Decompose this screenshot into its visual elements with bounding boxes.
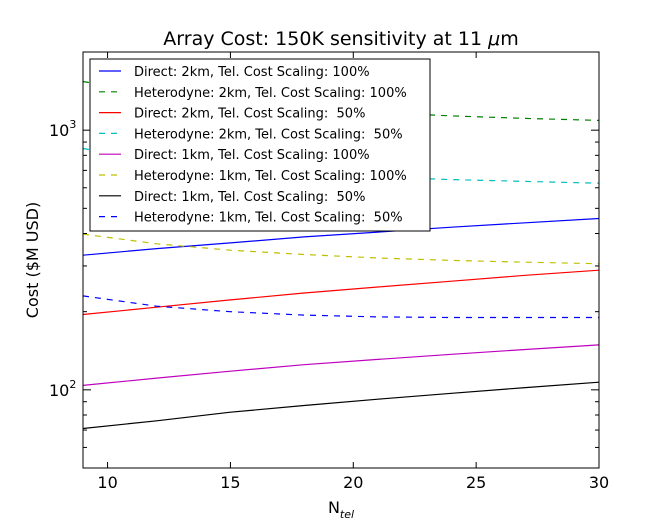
y-axis-label: Cost ($M USD): [23, 202, 42, 318]
y-tick-labels: 102 103: [49, 118, 76, 400]
legend-entries: Direct: 2km, Tel. Cost Scaling: 100% Hete…: [99, 65, 407, 226]
legend-label-5: Direct: 1km, Tel. Cost Scaling: 100%: [134, 148, 370, 163]
x-tick-label: 20: [343, 473, 363, 492]
legend-box: [89, 58, 431, 232]
y-tick-label: 103: [49, 118, 76, 140]
x-tick-labels: 10 15 20 25 30: [97, 473, 609, 492]
x-tick-label: 10: [97, 473, 117, 492]
series-line-8: [82, 295, 599, 319]
legend-label-1: Direct: 2km, Tel. Cost Scaling: 100%: [134, 65, 370, 80]
x-tick-label: 25: [466, 473, 486, 492]
x-axis-label: Ntel: [328, 498, 354, 520]
x-tick-label: 30: [589, 473, 609, 492]
series-line-5: [82, 344, 600, 386]
y-tick-label: 102: [49, 378, 76, 400]
legend-label-7: Direct: 1km, Tel. Cost Scaling: 50%: [134, 190, 365, 205]
chart-title: Array Cost: 150K sensitivity at 11 μm: [163, 28, 518, 50]
series-line-6: [82, 233, 600, 265]
legend-label-8: Heterodyne: 1km, Tel. Cost Scaling: 50%: [134, 211, 403, 226]
series-line-7: [82, 381, 600, 430]
tick-layer: [83, 51, 600, 469]
legend-label-4: Heterodyne: 2km, Tel. Cost Scaling: 50%: [134, 127, 403, 142]
axes-border: [82, 51, 600, 469]
legend-label-6: Heterodyne: 1km, Tel. Cost Scaling: 100%: [134, 169, 407, 184]
series-line-3: [82, 269, 600, 316]
x-tick-label: 15: [220, 473, 240, 492]
legend: Direct: 2km, Tel. Cost Scaling: 100% Hete…: [89, 58, 431, 232]
legend-label-3: Direct: 2km, Tel. Cost Scaling: 50%: [134, 107, 365, 122]
series-line-1: [82, 217, 600, 256]
legend-label-2: Heterodyne: 2km, Tel. Cost Scaling: 100%: [134, 86, 407, 101]
